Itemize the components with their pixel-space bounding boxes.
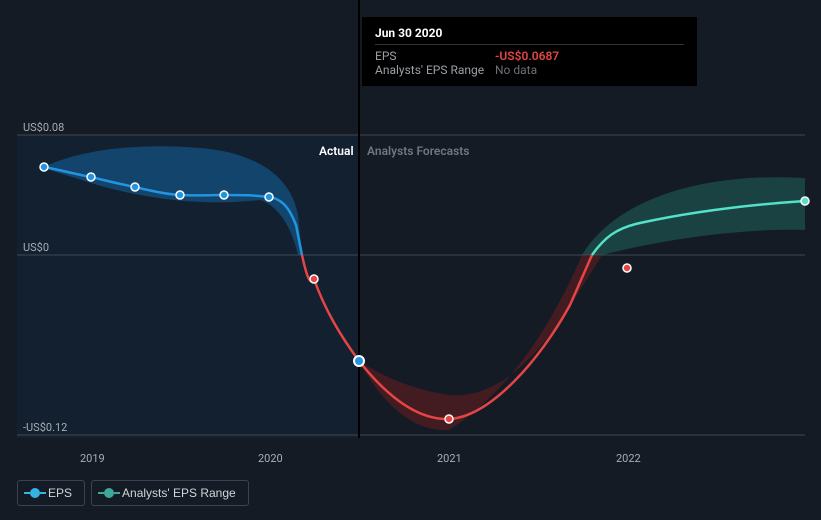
circle-icon (30, 488, 40, 498)
x-axis-label: 2019 (80, 452, 105, 465)
x-axis-label: 2020 (258, 452, 283, 465)
tooltip-range-label: Analysts' EPS Range (375, 63, 495, 77)
tooltip: Jun 30 2020 EPS -US$0.0687 Analysts' EPS… (362, 17, 697, 86)
actual-section-label: Actual (319, 144, 354, 158)
forecast-section-label: Analysts Forecasts (367, 144, 469, 158)
x-axis-label: 2022 (616, 452, 641, 465)
legend-eps-label: EPS (48, 486, 72, 500)
legend-eps-button[interactable]: EPS (17, 480, 85, 506)
tooltip-eps-value: -US$0.0687 (495, 49, 559, 63)
tooltip-range-value: No data (495, 63, 537, 77)
legend-range-button[interactable]: Analysts' EPS Range (91, 480, 249, 506)
legend: EPS Analysts' EPS Range (17, 480, 249, 506)
legend-range-label: Analysts' EPS Range (122, 486, 236, 500)
x-axis-label: 2021 (437, 452, 462, 465)
y-axis-label: US$0.08 (23, 121, 64, 134)
y-axis-label: US$0 (23, 241, 49, 254)
circle-icon (104, 488, 114, 498)
tooltip-eps-label: EPS (375, 49, 495, 63)
tooltip-date: Jun 30 2020 (375, 26, 684, 40)
y-axis-label: -US$0.12 (23, 421, 67, 434)
